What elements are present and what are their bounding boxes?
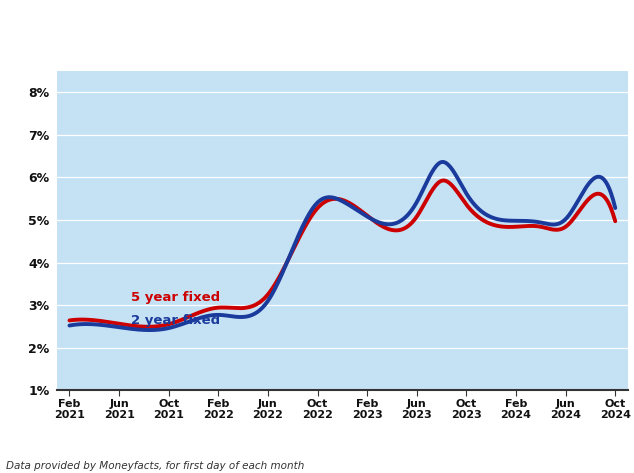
Text: Data provided by Moneyfacts, for first day of each month: Data provided by Moneyfacts, for first d… [6, 461, 305, 471]
Text: HOW MORTGAGE RATES HAVE CHANGED: HOW MORTGAGE RATES HAVE CHANGED [82, 22, 552, 42]
Text: 5 year fixed: 5 year fixed [131, 291, 221, 304]
Text: 2 year fixed: 2 year fixed [131, 314, 221, 327]
